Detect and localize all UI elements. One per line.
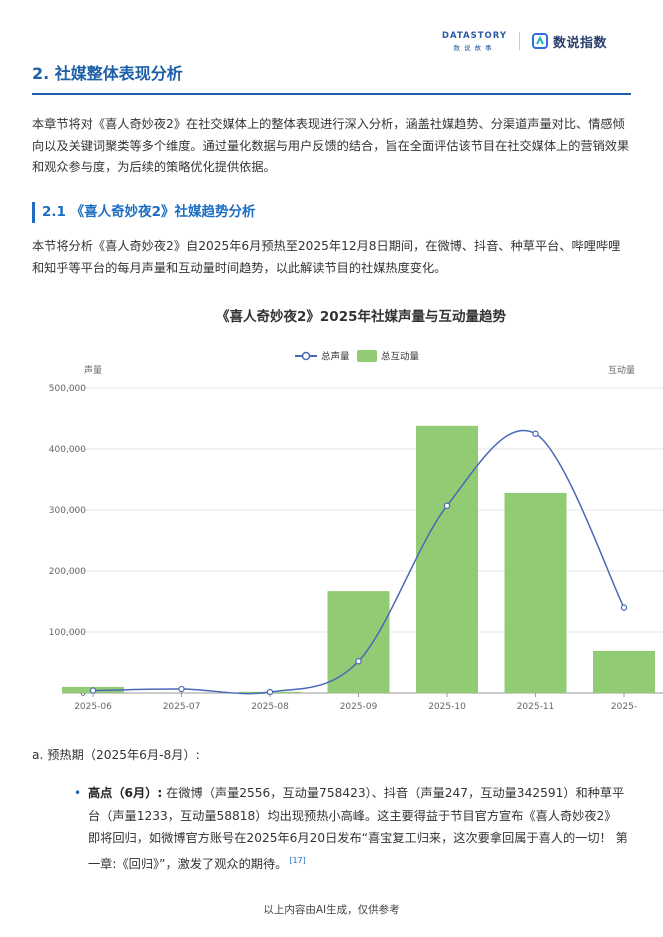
x-tick-label: 2025-11 [517, 702, 555, 712]
section-title: 2. 社媒整体表现分析 [32, 62, 631, 95]
brand-mark-icon [531, 33, 548, 49]
point-volume-2025-09 [355, 658, 362, 665]
y-tick-label: 400,000 [49, 445, 86, 455]
subsection-title: 2.1 《喜人奇妙夜2》社媒趋势分析 [32, 202, 256, 223]
bar-interaction-2025-09 [327, 591, 390, 693]
bullet-marker: • [74, 786, 82, 800]
datastory-logo-wordmark: DATASTORY [441, 30, 507, 41]
legend-bar-swatch [357, 350, 377, 362]
footer-disclaimer: 以上内容由AI生成，仅供参考 [263, 904, 400, 916]
legend-label-volume[interactable]: 总声量 [321, 351, 350, 363]
x-tick-label: 2025-09 [340, 702, 378, 712]
subsection-text: 本节将分析《喜人奇妙夜2》自2025年6月预热至2025年12月8日期间，在微博… [32, 239, 621, 275]
chart-legend: 总声量 总互动量 [295, 350, 420, 363]
point-volume-2025-12 [620, 604, 628, 611]
legend-label-interaction[interactable]: 总互动量 [381, 351, 420, 363]
y-axis-right-label: 互动量 [608, 365, 635, 376]
brand-name: 数说指数 [552, 35, 607, 51]
y-axis-left-label: 声量 [84, 364, 102, 376]
chart-title: 《喜人奇妙夜2》2025年社媒声量与互动量趋势 [216, 308, 506, 325]
legend-line-marker [301, 351, 311, 361]
bullet-label: 高点（6月）: [88, 786, 163, 800]
y-tick-label: 200,000 [49, 567, 86, 577]
x-tick-label: 2025- [611, 702, 637, 712]
citation-link[interactable]: [17] [289, 855, 306, 865]
header-logos: DATASTORY 数说故事 数说指数 [442, 26, 607, 56]
y-tick-label: 300,000 [49, 506, 86, 516]
point-volume-2025-06 [89, 687, 97, 694]
point-volume-2025-07 [178, 685, 185, 693]
point-volume-2025-10 [443, 502, 451, 509]
y-tick-label: 100,000 [49, 628, 86, 638]
x-tick-label: 2025-10 [428, 702, 466, 712]
trend-chart: 《喜人奇妙夜2》2025年社媒声量与互动量趋势 总声量 总互动量 声量 互动量 0… [49, 308, 663, 712]
x-tick-label: 2025-07 [163, 702, 201, 712]
brand-logo: 数说指数 [531, 32, 607, 51]
bar-interaction-2025-10 [416, 425, 478, 693]
logo-divider [518, 32, 520, 50]
bar-interaction-2025-11 [504, 492, 567, 693]
period-heading: a. 预热期（2025年6月-8月）: [32, 748, 200, 762]
series-line-total-volume [92, 429, 625, 695]
point-volume-2025-11 [532, 430, 539, 437]
datastory-logo: DATASTORY 数说故事 [442, 31, 507, 52]
bar-interaction-2025-12 [593, 650, 655, 693]
section-intro: 本章节将对《喜人奇妙夜2》在社交媒体上的整体表现进行深入分析，涵盖社媒趋势、分渠… [32, 117, 630, 174]
datastory-logo-subtitle: 数说故事 [453, 43, 496, 52]
x-tick-label: 2025-06 [74, 702, 112, 712]
period-bullet-text: 高点（6月）: 在微博（声量2556，互动量758423）、抖音（声量247，互… [88, 782, 628, 875]
y-tick-label: 500,000 [49, 384, 86, 394]
y-tick-label: 0 [80, 689, 86, 699]
x-tick-label: 2025-08 [251, 702, 289, 712]
bullet-body: 在微博（声量2556，互动量758423）、抖音（声量247，互动量342591… [88, 786, 628, 871]
